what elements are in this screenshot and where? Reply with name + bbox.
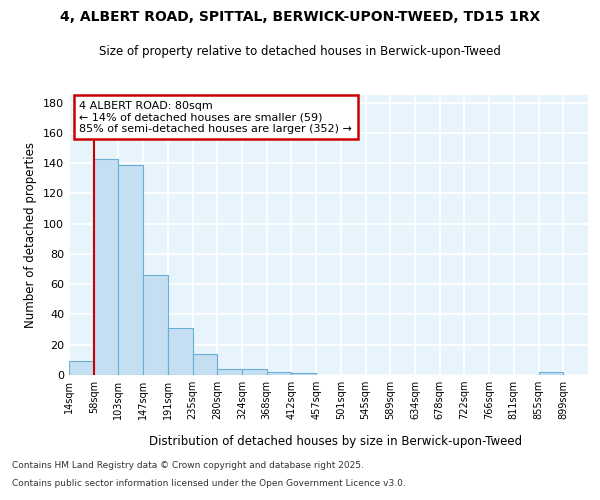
- Bar: [193, 354, 217, 375]
- Bar: [69, 362, 94, 375]
- Bar: [242, 369, 267, 375]
- Text: 4, ALBERT ROAD, SPITTAL, BERWICK-UPON-TWEED, TD15 1RX: 4, ALBERT ROAD, SPITTAL, BERWICK-UPON-TW…: [60, 10, 540, 24]
- Bar: [118, 164, 143, 375]
- Bar: [292, 374, 316, 375]
- Bar: [168, 328, 193, 375]
- Text: Size of property relative to detached houses in Berwick-upon-Tweed: Size of property relative to detached ho…: [99, 45, 501, 58]
- Bar: [539, 372, 563, 375]
- Bar: [267, 372, 292, 375]
- Bar: [94, 158, 118, 375]
- Bar: [143, 275, 168, 375]
- Y-axis label: Number of detached properties: Number of detached properties: [25, 142, 37, 328]
- Text: Contains public sector information licensed under the Open Government Licence v3: Contains public sector information licen…: [12, 478, 406, 488]
- Text: 4 ALBERT ROAD: 80sqm
← 14% of detached houses are smaller (59)
85% of semi-detac: 4 ALBERT ROAD: 80sqm ← 14% of detached h…: [79, 100, 352, 134]
- Text: Contains HM Land Registry data © Crown copyright and database right 2025.: Contains HM Land Registry data © Crown c…: [12, 461, 364, 470]
- Bar: [217, 369, 242, 375]
- Text: Distribution of detached houses by size in Berwick-upon-Tweed: Distribution of detached houses by size …: [149, 435, 523, 448]
